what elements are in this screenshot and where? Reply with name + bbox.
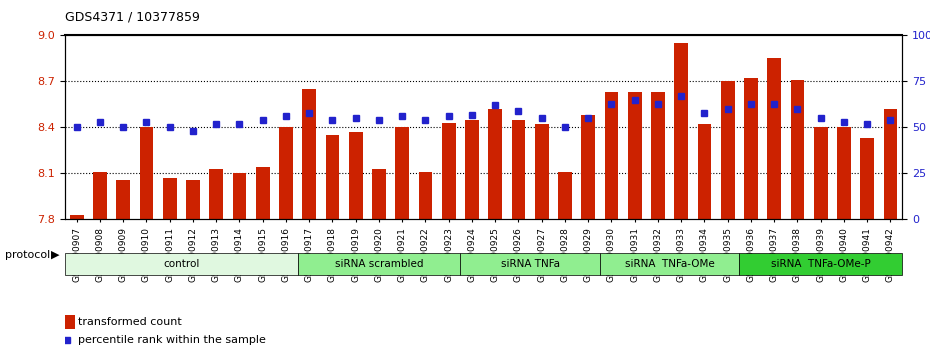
Bar — [628, 92, 642, 219]
Bar — [256, 167, 270, 219]
Bar — [884, 109, 897, 219]
Text: control: control — [163, 259, 200, 269]
Bar — [349, 132, 363, 219]
FancyBboxPatch shape — [460, 253, 600, 275]
Bar — [767, 58, 781, 219]
Text: percentile rank within the sample: percentile rank within the sample — [78, 335, 266, 345]
Bar — [488, 109, 502, 219]
Bar — [209, 169, 223, 219]
FancyBboxPatch shape — [298, 253, 460, 275]
Bar — [651, 92, 665, 219]
Bar — [604, 92, 618, 219]
Bar — [302, 89, 316, 219]
Bar — [395, 127, 409, 219]
Bar — [418, 172, 432, 219]
Text: protocol: protocol — [5, 250, 50, 260]
Text: siRNA TNFa: siRNA TNFa — [500, 259, 560, 269]
Bar — [698, 124, 711, 219]
FancyBboxPatch shape — [739, 253, 902, 275]
Bar — [326, 135, 339, 219]
Bar — [116, 179, 130, 219]
Bar — [790, 80, 804, 219]
Bar — [535, 124, 549, 219]
Bar — [744, 78, 758, 219]
Bar — [465, 120, 479, 219]
Bar — [232, 173, 246, 219]
Bar — [814, 127, 828, 219]
Bar — [279, 127, 293, 219]
Bar — [721, 81, 735, 219]
Text: siRNA  TNFa-OMe: siRNA TNFa-OMe — [625, 259, 714, 269]
Bar — [674, 43, 688, 219]
Bar — [163, 178, 177, 219]
Text: ▶: ▶ — [51, 250, 60, 260]
Bar — [140, 127, 153, 219]
Bar — [93, 172, 107, 219]
Bar — [558, 172, 572, 219]
Bar — [65, 315, 75, 329]
Text: siRNA  TNFa-OMe-P: siRNA TNFa-OMe-P — [771, 259, 870, 269]
Bar — [860, 138, 874, 219]
Bar — [442, 123, 456, 219]
Bar — [186, 179, 200, 219]
Text: siRNA scrambled: siRNA scrambled — [335, 259, 423, 269]
Bar — [581, 115, 595, 219]
Text: transformed count: transformed count — [78, 317, 181, 327]
FancyBboxPatch shape — [65, 253, 298, 275]
Bar — [372, 169, 386, 219]
FancyBboxPatch shape — [600, 253, 739, 275]
Bar — [512, 120, 525, 219]
Bar — [70, 215, 84, 219]
Bar — [837, 127, 851, 219]
Text: GDS4371 / 10377859: GDS4371 / 10377859 — [65, 11, 200, 24]
